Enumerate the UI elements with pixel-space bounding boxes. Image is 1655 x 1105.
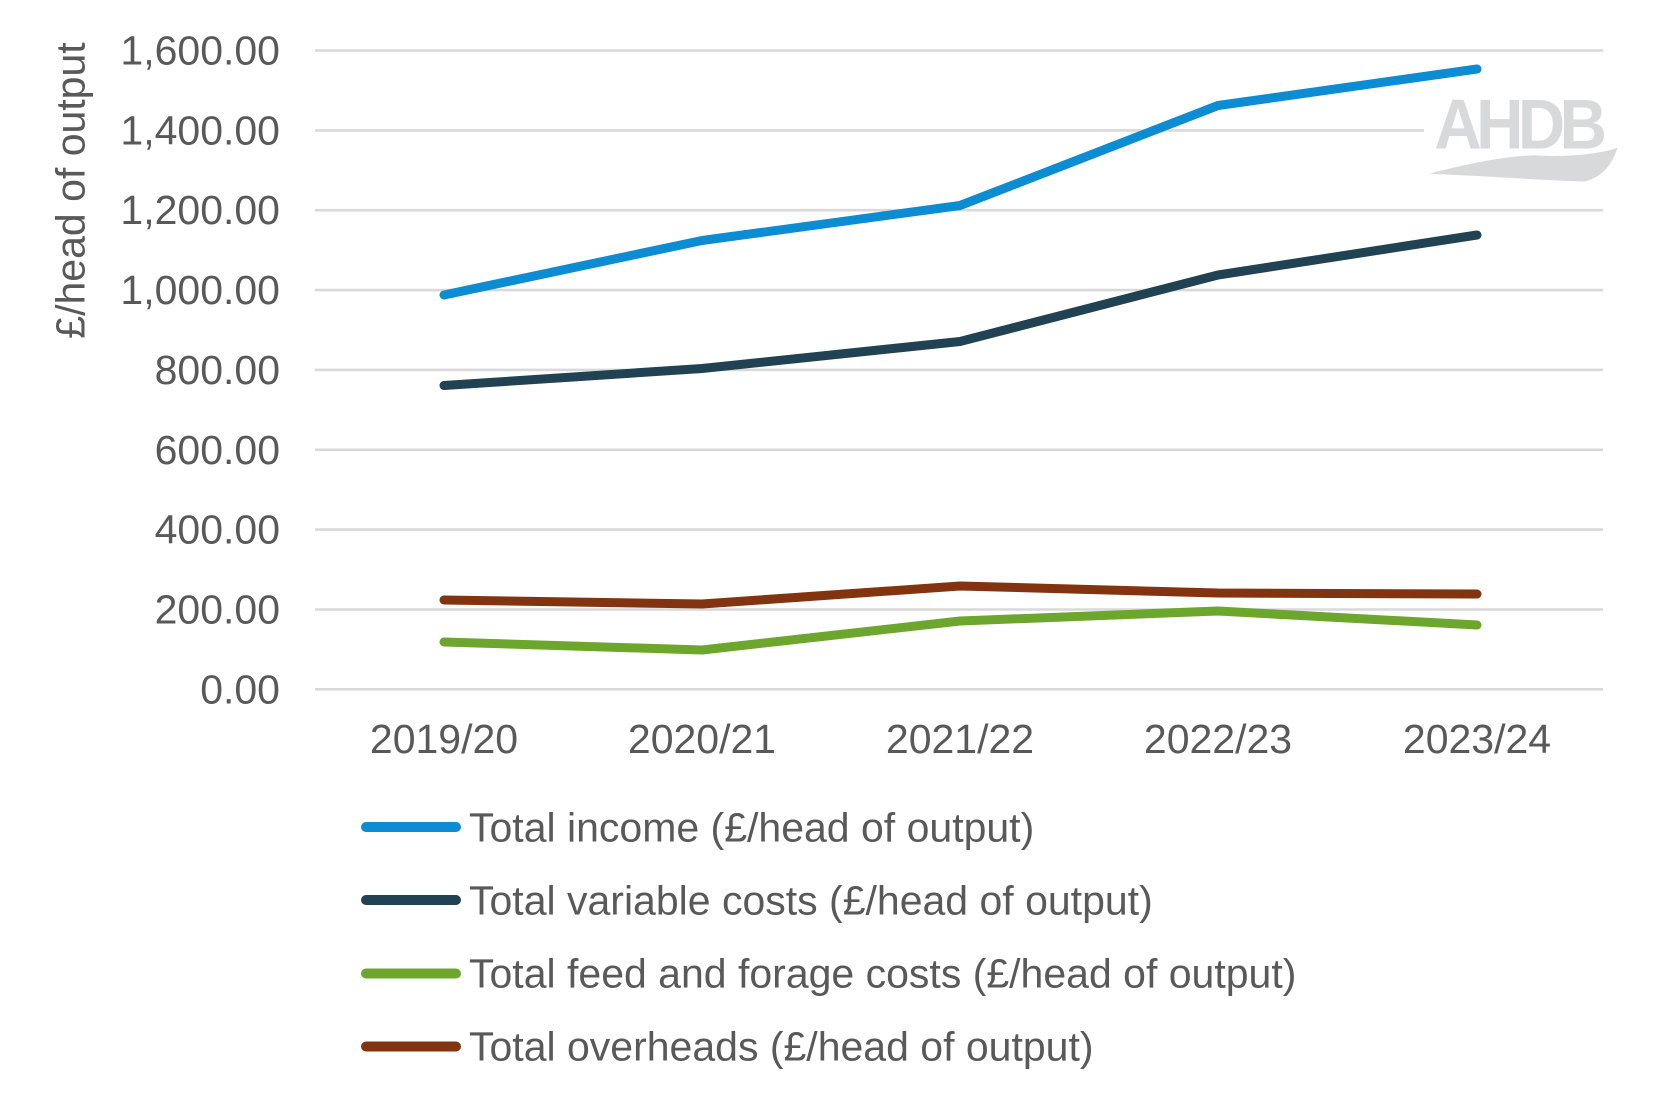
svg-text:£/head of output: £/head of output <box>48 42 94 339</box>
svg-text:1,400.00: 1,400.00 <box>120 107 280 153</box>
svg-text:Total overheads (£/head of out: Total overheads (£/head of output) <box>469 1024 1094 1070</box>
svg-text:1,600.00: 1,600.00 <box>120 28 280 74</box>
svg-text:1,000.00: 1,000.00 <box>120 267 280 313</box>
svg-text:2023/24: 2023/24 <box>1403 716 1551 762</box>
svg-text:400.00: 400.00 <box>155 507 280 553</box>
svg-text:AHDB: AHDB <box>1434 85 1605 164</box>
svg-text:Total income (£/head of output: Total income (£/head of output) <box>469 804 1034 850</box>
svg-text:Total variable costs (£/head o: Total variable costs (£/head of output) <box>469 877 1153 923</box>
svg-text:600.00: 600.00 <box>155 427 280 473</box>
svg-text:Total feed and forage costs (£: Total feed and forage costs (£/head of o… <box>469 951 1296 997</box>
svg-text:2022/23: 2022/23 <box>1144 716 1292 762</box>
svg-text:800.00: 800.00 <box>155 347 280 393</box>
svg-text:2021/22: 2021/22 <box>886 716 1034 762</box>
svg-text:200.00: 200.00 <box>155 587 280 633</box>
svg-text:2020/21: 2020/21 <box>628 716 776 762</box>
svg-text:0.00: 0.00 <box>200 666 280 712</box>
svg-text:1,200.00: 1,200.00 <box>120 187 280 233</box>
svg-text:2019/20: 2019/20 <box>370 716 518 762</box>
